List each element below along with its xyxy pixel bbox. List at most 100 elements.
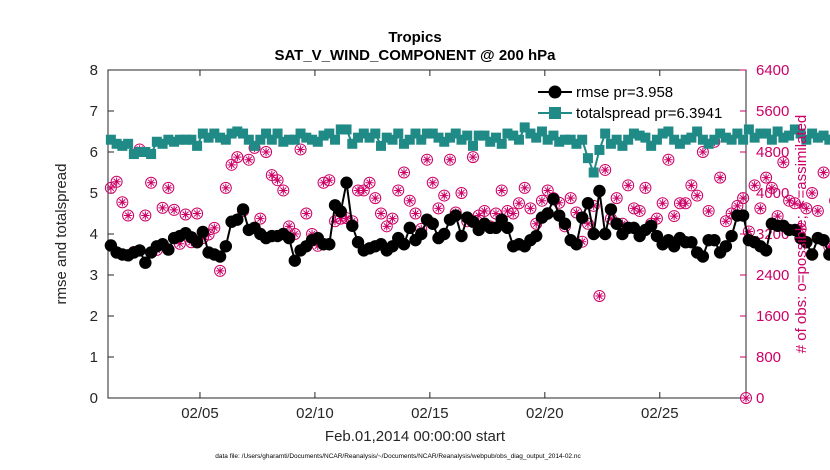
obs-assimilated-marker [123, 211, 133, 220]
obs-assimilated-marker [813, 206, 823, 216]
totalspread-series [105, 122, 830, 178]
totalspread-marker [617, 140, 628, 151]
x-tick-label: 02/25 [641, 405, 679, 422]
obs-assimilated-marker [388, 214, 397, 223]
rmse-series [104, 176, 830, 269]
obs-assimilated-marker [302, 209, 311, 218]
totalspread-marker [186, 134, 197, 145]
obs-possible-marker [754, 202, 767, 215]
obs-assimilated-marker [790, 199, 800, 208]
rmse-marker [570, 238, 583, 251]
legend: rmse pr=3.958 totalspread pr=6.3941 [538, 84, 722, 122]
totalspread-marker [266, 134, 277, 145]
obs-assimilated-marker [330, 216, 340, 226]
obs-possible-marker [139, 209, 152, 222]
obs-assimilated-marker [244, 155, 254, 164]
x-tick-label: 02/10 [296, 405, 334, 422]
obs-possible-marker [421, 153, 433, 166]
totalspread-marker [628, 128, 639, 139]
obs-possible-marker [777, 156, 790, 169]
obs-assimilated-marker [520, 183, 529, 193]
totalspread-marker [422, 128, 432, 139]
rmse-marker [593, 184, 606, 198]
rmse-marker [213, 250, 227, 263]
totalspread-marker [565, 134, 576, 145]
totalspread-marker [479, 130, 490, 141]
obs-possible-marker [817, 166, 830, 179]
obs-assimilated-marker [779, 158, 788, 167]
totalspread-marker [174, 134, 185, 145]
totalspread-marker [284, 134, 295, 145]
y-tick-label: 2 [90, 308, 98, 325]
obs-assimilated-marker [600, 165, 610, 175]
obs-possible-marker [524, 202, 537, 215]
obs-assimilated-marker [738, 193, 748, 203]
totalspread-marker [795, 128, 806, 139]
obs-possible-marker [639, 181, 652, 194]
totalspread-marker [605, 138, 616, 149]
rmse-marker [162, 243, 175, 256]
obs-possible-marker [191, 207, 204, 220]
obs-possible-marker [409, 207, 422, 220]
obs-assimilated-marker [635, 206, 644, 216]
totalspread-marker [387, 134, 398, 145]
obs-assimilated-marker [583, 219, 593, 228]
obs-possible-marker [242, 153, 255, 166]
rmse-marker [558, 217, 572, 230]
x-tick-label: 02/15 [411, 405, 449, 422]
totalspread-marker [220, 134, 231, 145]
obs-assimilated-marker [692, 191, 702, 200]
totalspread-marker [812, 132, 823, 143]
obs-assimilated-marker [411, 209, 420, 218]
totalspread-marker [312, 136, 323, 147]
rmse-marker [823, 248, 830, 261]
totalspread-marker [255, 134, 266, 145]
totalspread-marker [358, 128, 369, 139]
obs-possible-marker [398, 166, 411, 179]
obs-assimilated-marker [146, 178, 156, 187]
rmse-marker [323, 238, 336, 251]
obs-possible-marker [564, 192, 577, 205]
totalspread-marker [789, 124, 800, 135]
obs-assimilated-marker [468, 152, 478, 162]
y-right-tick-label: 6400 [756, 62, 789, 79]
obs-assimilated-marker [744, 227, 754, 236]
y-right-tick-label: 0 [756, 390, 764, 407]
obs-assimilated-marker [509, 209, 518, 218]
obs-assimilated-marker [457, 188, 466, 198]
totalspread-marker [824, 134, 830, 145]
y-right-tick-label: 1600 [756, 308, 789, 325]
y-tick-label: 1 [90, 349, 98, 366]
totalspread-marker [462, 130, 473, 141]
totalspread-marker [784, 130, 795, 141]
obs-assimilated-marker [273, 175, 282, 185]
totalspread-marker [554, 136, 565, 147]
chart-subtitle: SAT_V_WIND_COMPONENT @ 200 hPa [274, 47, 556, 64]
totalspread-marker [634, 130, 645, 141]
obs-assimilated-marker [526, 204, 535, 213]
totalspread-marker [444, 132, 455, 143]
totalspread-marker [318, 130, 329, 141]
obs-possible-marker [438, 189, 451, 202]
obs-possible-marker [260, 146, 273, 158]
y-axis-label: rmse and totalspread [53, 164, 70, 305]
totalspread-marker [640, 132, 651, 143]
totalspread-marker [416, 134, 427, 145]
totalspread-marker [674, 138, 685, 149]
totalspread-marker [807, 128, 818, 139]
totalspread-marker [433, 132, 444, 143]
obs-possible-marker [518, 181, 531, 194]
obs-assimilated-marker [589, 201, 598, 211]
totalspread-marker [732, 128, 743, 139]
obs-assimilated-marker [606, 214, 616, 223]
obs-possible-marker [622, 179, 635, 192]
obs-possible-marker [403, 194, 416, 207]
totalspread-marker [169, 136, 180, 147]
totalspread-marker [651, 134, 662, 145]
rmse-marker [501, 221, 514, 235]
obs-possible-marker [737, 192, 750, 205]
totalspread-marker [692, 126, 703, 137]
obs-assimilated-marker [284, 222, 294, 231]
obs-assimilated-marker [376, 209, 386, 218]
